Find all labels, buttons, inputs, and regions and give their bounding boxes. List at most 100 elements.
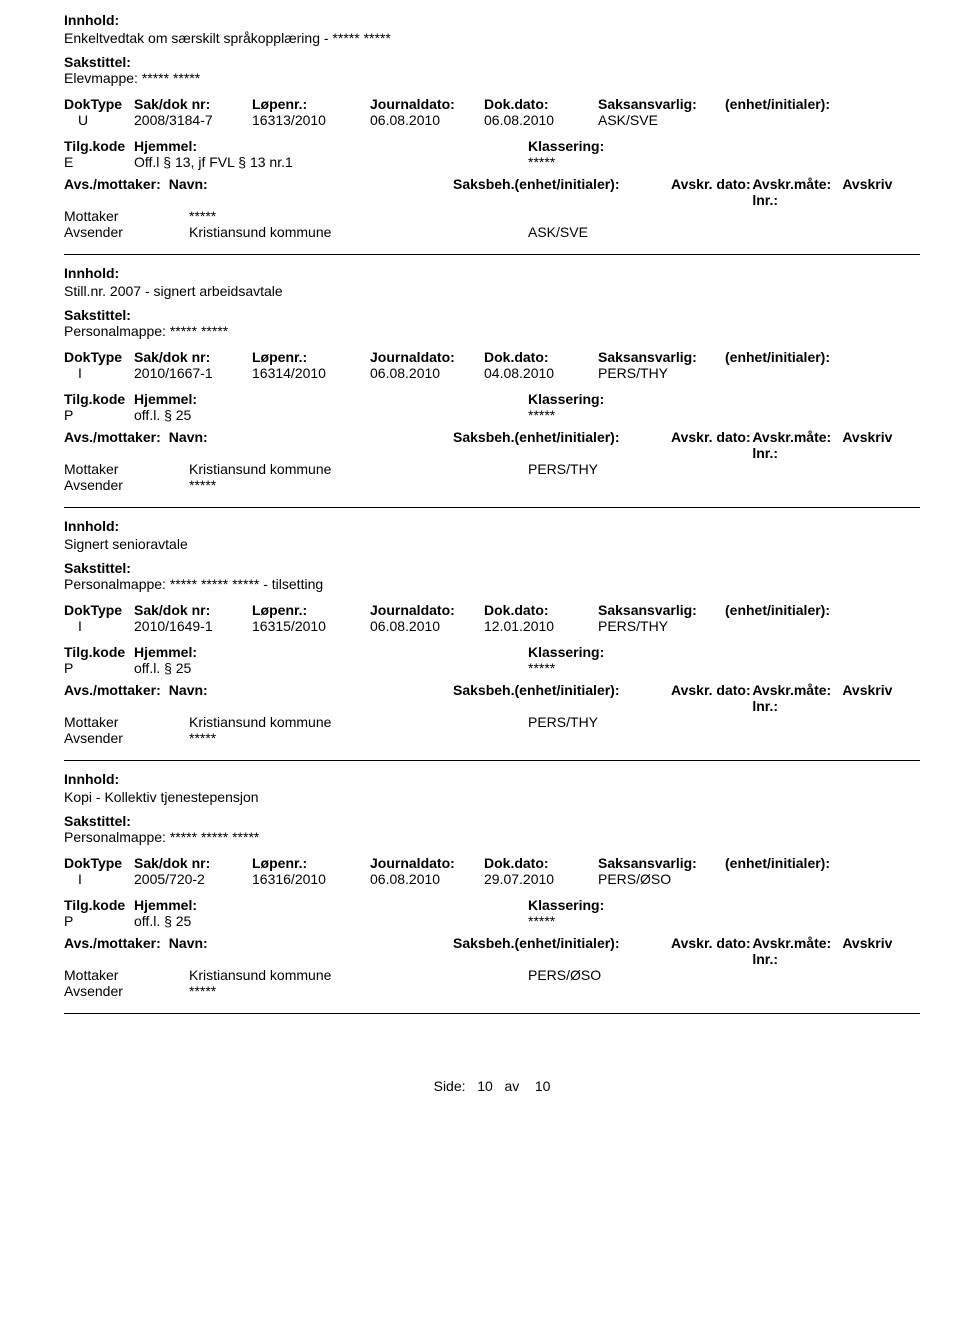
h-saksbeh: Saksbeh.(enhet/initialer): xyxy=(453,429,671,461)
h-doktype: DokType xyxy=(64,349,134,365)
h-tilgkode: Tilg.kode xyxy=(64,897,134,913)
v-hjemmel: Off.l § 13, jf FVL § 13 nr.1 xyxy=(134,154,484,170)
party-name: Kristiansund kommune xyxy=(189,224,528,240)
v-dokdato: 12.01.2010 xyxy=(484,618,598,634)
v-sakdok: 2008/3184-7 xyxy=(134,112,252,128)
innhold-label: Innhold: xyxy=(64,518,920,534)
v-hjemmel: off.l. § 25 xyxy=(134,407,484,423)
v-dokdato: 04.08.2010 xyxy=(484,365,598,381)
sakstittel-label: Sakstittel: xyxy=(64,813,920,829)
h-avskrmate: Avskr.måte: Avskriv lnr.: xyxy=(752,935,920,967)
party-saksbeh: ASK/SVE xyxy=(528,224,788,240)
party-saksbeh xyxy=(528,208,788,224)
h-hjemmel: Hjemmel: xyxy=(134,897,484,913)
party-saksbeh xyxy=(528,477,788,493)
v-doktype: I xyxy=(64,871,134,887)
tilg-headers: Tilg.kode Hjemmel: Klassering: xyxy=(64,138,920,154)
party-saksbeh: PERS/THY xyxy=(528,461,788,477)
h-navn: Navn: xyxy=(169,935,453,967)
party-role: Mottaker xyxy=(64,461,189,477)
av-label: av xyxy=(504,1078,519,1094)
party-row: Mottaker Kristiansund kommune PERS/ØSO xyxy=(64,967,920,983)
h-saksbeh: Saksbeh.(enhet/initialer): xyxy=(453,935,671,967)
party-row: Mottaker Kristiansund kommune PERS/THY xyxy=(64,714,920,730)
v-journaldato: 06.08.2010 xyxy=(370,871,484,887)
v-doktype: I xyxy=(64,365,134,381)
v-journaldato: 06.08.2010 xyxy=(370,618,484,634)
tilg-values: P off.l. § 25 ***** xyxy=(64,407,920,423)
party-role: Avsender xyxy=(64,224,189,240)
divider xyxy=(64,254,920,255)
h-saksbeh: Saksbeh.(enhet/initialer): xyxy=(453,176,671,208)
v-journaldato: 06.08.2010 xyxy=(370,365,484,381)
party-saksbeh: PERS/ØSO xyxy=(528,967,788,983)
innhold-label: Innhold: xyxy=(64,265,920,281)
journal-entry: Innhold: Still.nr. 2007 - signert arbeid… xyxy=(64,265,920,508)
party-row: Avsender ***** xyxy=(64,730,920,746)
h-avsmottaker: Avs./mottaker: xyxy=(64,429,169,461)
h-tilgkode: Tilg.kode xyxy=(64,138,134,154)
divider xyxy=(64,1013,920,1014)
sakstittel-text: Personalmappe: ***** ***** ***** xyxy=(64,829,920,845)
metadata-headers: DokType Sak/dok nr: Løpenr.: Journaldato… xyxy=(64,602,920,618)
h-avskrmate: Avskr.måte: Avskriv lnr.: xyxy=(752,682,920,714)
journal-entry: Innhold: Enkeltvedtak om særskilt språko… xyxy=(64,12,920,255)
tilg-values: P off.l. § 25 ***** xyxy=(64,660,920,676)
h-journaldato: Journaldato: xyxy=(370,855,484,871)
h-saksansvarlig: Saksansvarlig: xyxy=(598,96,725,112)
h-saksansvarlig: Saksansvarlig: xyxy=(598,349,725,365)
party-name: ***** xyxy=(189,208,528,224)
v-klassering: ***** xyxy=(528,660,728,676)
h-lopenr: Løpenr.: xyxy=(252,855,370,871)
metadata-values: I 2010/1649-1 16315/2010 06.08.2010 12.0… xyxy=(64,618,920,634)
h-saksansvarlig: Saksansvarlig: xyxy=(598,855,725,871)
v-dokdato: 06.08.2010 xyxy=(484,112,598,128)
party-role: Mottaker xyxy=(64,714,189,730)
tilg-headers: Tilg.kode Hjemmel: Klassering: xyxy=(64,897,920,913)
tilg-values: P off.l. § 25 ***** xyxy=(64,913,920,929)
v-saksansvarlig: PERS/THY xyxy=(598,365,725,381)
h-enhet: (enhet/initialer): xyxy=(725,349,885,365)
v-tilgkode: P xyxy=(64,913,134,929)
v-journaldato: 06.08.2010 xyxy=(370,112,484,128)
entries-list: Innhold: Enkeltvedtak om særskilt språko… xyxy=(64,12,920,1014)
avs-headers: Avs./mottaker: Navn: Saksbeh.(enhet/init… xyxy=(64,176,920,208)
h-sakdok: Sak/dok nr: xyxy=(134,602,252,618)
journal-entry: Innhold: Signert senioravtale Sakstittel… xyxy=(64,518,920,761)
party-name: ***** xyxy=(189,477,528,493)
party-name: Kristiansund kommune xyxy=(189,967,528,983)
tilg-values: E Off.l § 13, jf FVL § 13 nr.1 ***** xyxy=(64,154,920,170)
party-row: Mottaker ***** xyxy=(64,208,920,224)
h-hjemmel: Hjemmel: xyxy=(134,138,484,154)
metadata-values: I 2005/720-2 16316/2010 06.08.2010 29.07… xyxy=(64,871,920,887)
v-lopenr: 16314/2010 xyxy=(252,365,370,381)
party-role: Avsender xyxy=(64,730,189,746)
h-enhet: (enhet/initialer): xyxy=(725,96,885,112)
metadata-headers: DokType Sak/dok nr: Løpenr.: Journaldato… xyxy=(64,349,920,365)
party-row: Avsender Kristiansund kommune ASK/SVE xyxy=(64,224,920,240)
h-lopenr: Løpenr.: xyxy=(252,96,370,112)
h-sakdok: Sak/dok nr: xyxy=(134,855,252,871)
h-avskrmate: Avskr.måte: Avskriv lnr.: xyxy=(752,429,920,461)
page-container: Innhold: Enkeltvedtak om særskilt språko… xyxy=(0,0,960,1334)
v-enhet xyxy=(725,365,885,381)
v-tilgkode: P xyxy=(64,660,134,676)
v-tilgkode: P xyxy=(64,407,134,423)
h-enhet: (enhet/initialer): xyxy=(725,602,885,618)
v-sakdok: 2010/1667-1 xyxy=(134,365,252,381)
v-klassering: ***** xyxy=(528,154,728,170)
party-role: Avsender xyxy=(64,983,189,999)
h-avsmottaker: Avs./mottaker: xyxy=(64,682,169,714)
v-enhet xyxy=(725,618,885,634)
h-klassering: Klassering: xyxy=(528,897,728,913)
party-role: Mottaker xyxy=(64,967,189,983)
party-name: ***** xyxy=(189,983,528,999)
party-row: Avsender ***** xyxy=(64,983,920,999)
v-hjemmel: off.l. § 25 xyxy=(134,660,484,676)
h-lopenr: Løpenr.: xyxy=(252,349,370,365)
sakstittel-label: Sakstittel: xyxy=(64,54,920,70)
h-navn: Navn: xyxy=(169,429,453,461)
h-avskrmate: Avskr.måte: Avskriv lnr.: xyxy=(752,176,920,208)
h-hjemmel: Hjemmel: xyxy=(134,644,484,660)
h-journaldato: Journaldato: xyxy=(370,602,484,618)
